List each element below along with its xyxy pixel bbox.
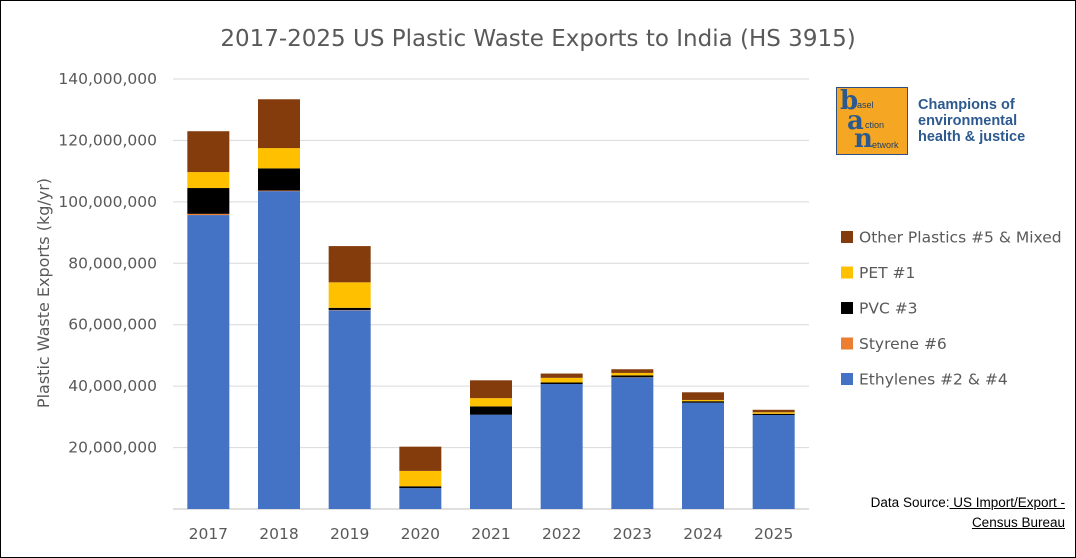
y-tick-label: 20,000,000 (68, 439, 157, 457)
bar-segment (258, 148, 300, 169)
logo-letter-n: n (854, 124, 873, 154)
legend-label: PET #1 (859, 264, 915, 282)
legend-label: Ethylenes #2 & #4 (859, 371, 1008, 389)
bar-segment (540, 377, 583, 383)
bar-segment (682, 402, 724, 509)
legend-swatch (841, 231, 853, 243)
bar-segment (611, 377, 654, 509)
logo-word-network: etwork (872, 140, 899, 150)
y-tick-label: 80,000,000 (68, 254, 157, 272)
y-tick-label: 120,000,000 (58, 131, 157, 149)
bar-segment (611, 369, 654, 373)
x-tick-label: 2025 (754, 525, 793, 543)
logo-word-basel: asel (857, 100, 874, 110)
bar-segment (258, 191, 300, 509)
bar-segment (399, 470, 442, 487)
bar-segment (328, 310, 371, 509)
bar-segment (611, 372, 654, 376)
bar-segment (611, 375, 654, 378)
bar-segment (187, 213, 230, 216)
bar-segment (399, 488, 442, 509)
bar-segment (682, 392, 724, 400)
tagline-line: health & justice (918, 129, 1026, 145)
x-tick-label: 2023 (613, 525, 652, 543)
bar-segment (399, 446, 442, 471)
ban-logo: b asel a ction n etwork (836, 87, 908, 155)
x-tick-label: 2018 (259, 525, 298, 543)
legend-label: Styrene #6 (859, 335, 947, 353)
bar-segment (328, 307, 371, 310)
logo-letter-a: a (847, 106, 864, 136)
source-link[interactable]: US Import/Export - (949, 495, 1065, 510)
chart-title: 2017-2025 US Plastic Waste Exports to In… (220, 26, 855, 52)
tagline-line: Champions of (918, 97, 1015, 113)
x-tick-label: 2022 (542, 525, 581, 543)
bar-segment (187, 188, 230, 214)
y-tick-label: 100,000,000 (58, 193, 157, 211)
x-tick-label: 2019 (330, 525, 369, 543)
legend-swatch (841, 337, 853, 350)
y-tick-label: 140,000,000 (58, 70, 157, 88)
bar-segment (470, 398, 512, 407)
bar-segment (399, 486, 442, 489)
bar-segment (258, 190, 300, 192)
bar-segment (752, 412, 795, 414)
bar-segment (540, 382, 583, 384)
legend-label: Other Plastics #5 & Mixed (859, 229, 1062, 247)
x-tick-label: 2021 (471, 525, 510, 543)
bar-segment (258, 99, 300, 149)
bar-segment (752, 413, 795, 416)
bar-segment (187, 131, 230, 173)
bar-segment (258, 168, 300, 191)
bar-segment (752, 415, 795, 509)
x-tick-label: 2020 (401, 525, 440, 543)
x-axis-ticks: 2017 2018 2019 2020 2021 2022 2023 2024 2025 (189, 525, 794, 543)
y-axis-label: Plastic Waste Exports (kg/yr) (34, 178, 53, 408)
x-tick-label: 2024 (683, 525, 722, 543)
legend: Other Plastics #5 & Mixed PET #1 PVC #3 Sty… (841, 229, 1062, 389)
y-tick-label: 40,000,000 (68, 377, 157, 395)
bar-segment (187, 215, 230, 510)
bar-segment (328, 282, 371, 308)
bar-segment (470, 406, 512, 415)
bar-segment (187, 172, 230, 189)
legend-label: PVC #3 (859, 300, 918, 318)
bar-segment (470, 414, 512, 509)
legend-swatch (841, 266, 853, 279)
bar-segment (682, 399, 724, 402)
bar-segment (682, 401, 724, 403)
bar-segment (540, 373, 583, 378)
logo-tagline: Champions of environmental health & just… (918, 97, 1068, 145)
logo-letter-b: b (840, 86, 859, 116)
bar-segment (328, 246, 371, 283)
data-source-note: Data Source: US Import/Export - Census B… (839, 493, 1065, 533)
source-prefix: Data Source: (870, 495, 950, 510)
bars (187, 99, 795, 510)
source-link-continued[interactable]: Census Bureau (971, 515, 1065, 530)
tagline-line: environmental (918, 113, 1018, 129)
y-tick-label: 60,000,000 (68, 316, 157, 334)
logo-word-action: ction (865, 120, 885, 130)
bar-segment (752, 409, 795, 413)
legend-swatch (841, 373, 853, 385)
bar-segment (540, 383, 583, 509)
y-axis-ticks: 20,000,000 40,000,000 60,000,000 80,000,000… (58, 70, 157, 457)
bar-segment (470, 380, 512, 399)
x-tick-label: 2017 (189, 525, 228, 543)
legend-swatch (841, 302, 853, 314)
